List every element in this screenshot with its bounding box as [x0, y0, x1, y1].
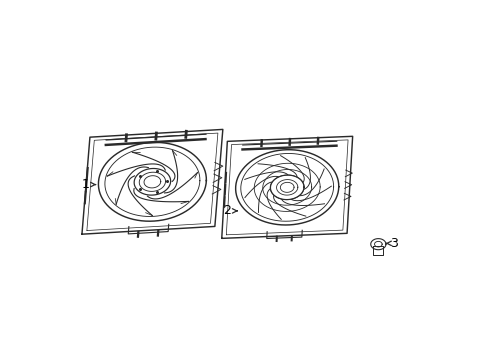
Text: 1: 1 — [82, 178, 96, 191]
Text: 2: 2 — [223, 204, 237, 217]
Polygon shape — [82, 129, 223, 234]
Text: 3: 3 — [387, 237, 397, 250]
Polygon shape — [222, 136, 353, 238]
